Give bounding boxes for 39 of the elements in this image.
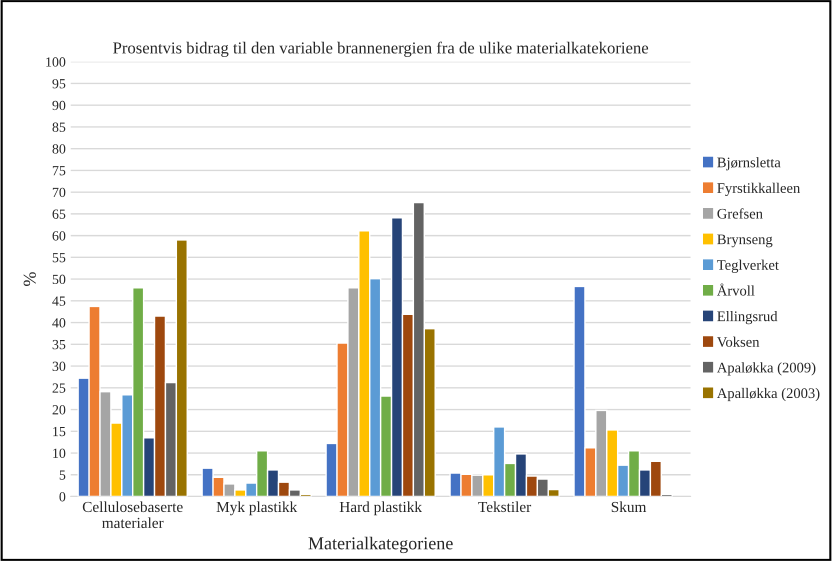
legend-label: Teglverket — [717, 260, 779, 273]
legend-label: Apaløkka (2009) — [716, 362, 816, 376]
y-tick-label: 30 — [52, 362, 66, 372]
x-tick-label: Tekstiler — [478, 501, 532, 512]
y-tick-label: 5 — [60, 470, 66, 480]
y-tick-label: 95 — [52, 79, 66, 88]
y-tick-label: 90 — [52, 100, 66, 110]
y-tick-label: 35 — [52, 340, 66, 350]
x-tick-label: Myk plastikk — [216, 501, 298, 516]
legend-label: Bjørnsletta — [717, 157, 781, 170]
x-tick-label: Hard plastikk — [340, 501, 422, 516]
y-tick-label: 15 — [53, 426, 66, 436]
y-tick-label: 25 — [52, 383, 66, 393]
x-tick-label: Cellulosebaserte materialer — [82, 501, 183, 528]
legend-label: Fyrstikkalleen — [717, 182, 800, 196]
y-tick-label: 0 — [59, 492, 66, 502]
legend-label: Brynseng — [717, 234, 772, 248]
y-tick-label: 75 — [52, 166, 66, 176]
legend-label: Årvoll — [716, 283, 755, 296]
y-tick-label: 80 — [52, 144, 66, 154]
y-tick-label: 60 — [52, 231, 66, 241]
x-axis-title: Materialkategoriene — [308, 536, 453, 554]
y-axis-title: % — [24, 272, 36, 286]
y-tick-label: 85 — [52, 122, 66, 132]
legend-label: Apalløkka (2003) — [716, 388, 820, 402]
y-tick-label: 70 — [52, 188, 66, 198]
x-tick-label: Skum — [612, 501, 646, 512]
y-tick-label: 10 — [53, 448, 66, 458]
y-tick-label: 20 — [52, 405, 66, 414]
y-tick-label: 100 — [46, 57, 66, 67]
chart-title: Prosentvis bidrag til den variable brannenergien fra de ulike materialkatekoriene — [113, 42, 648, 57]
legend-label: Ellingsrud — [717, 310, 778, 324]
y-tick-label: 40 — [52, 318, 66, 328]
y-tick-label: 50 — [52, 274, 66, 284]
legend-label: Voksen — [716, 336, 760, 347]
y-tick-label: 45 — [52, 296, 66, 306]
y-tick-label: 55 — [52, 253, 66, 262]
legend-label: Grefsen — [717, 208, 763, 219]
y-tick-label: 65 — [52, 210, 66, 219]
